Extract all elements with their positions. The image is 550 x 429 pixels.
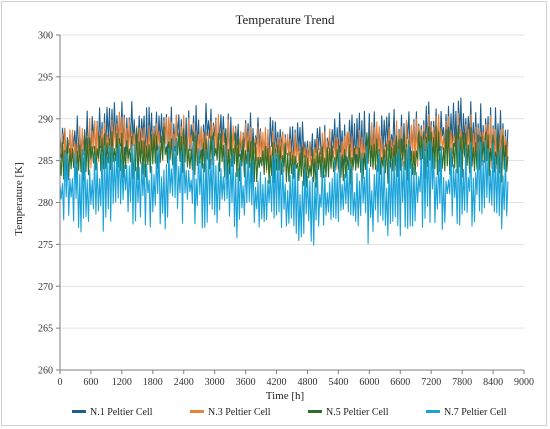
x-tick-label: 4800 xyxy=(297,377,317,388)
y-tick-label: 275 xyxy=(38,240,53,251)
x-tick-label: 4200 xyxy=(267,377,287,388)
y-axis-label: Temperature [K] xyxy=(13,162,25,235)
x-tick-label: 7800 xyxy=(452,377,472,388)
x-tick-label: 1800 xyxy=(143,377,163,388)
x-axis-label: Time [h] xyxy=(266,390,304,402)
x-tick-label: 600 xyxy=(83,377,98,388)
y-tick-label: 295 xyxy=(38,72,53,83)
y-tick-label: 285 xyxy=(38,156,53,167)
y-tick-label: 280 xyxy=(38,198,53,209)
y-tick-label: 265 xyxy=(38,324,53,335)
chart-title: Temperature Trend xyxy=(235,12,335,27)
y-tick-label: 270 xyxy=(38,282,53,293)
y-tick-label: 300 xyxy=(38,31,53,42)
series-layer xyxy=(59,97,509,246)
legend-label-3: N.5 Peltier Cell xyxy=(326,407,389,418)
x-tick-label: 3600 xyxy=(236,377,256,388)
x-tick-label: 2400 xyxy=(174,377,194,388)
x-tick-label: 0 xyxy=(58,377,63,388)
x-tick-label: 6600 xyxy=(390,377,410,388)
series-line-4 xyxy=(59,138,509,246)
legend: N.1 Peltier Cell N.3 Peltier Cell N.5 Pelt… xyxy=(72,407,507,418)
x-tick-label: 6000 xyxy=(359,377,379,388)
x-tick-label: 5400 xyxy=(328,377,348,388)
legend-label-1: N.1 Peltier Cell xyxy=(90,407,153,418)
x-tick-label: 3000 xyxy=(205,377,225,388)
series-line-2 xyxy=(59,112,509,176)
y-tick-label: 290 xyxy=(38,114,53,125)
x-tick-label: 8400 xyxy=(483,377,503,388)
x-tick-label: 9000 xyxy=(514,377,534,388)
legend-label-2: N.3 Peltier Cell xyxy=(208,407,271,418)
x-tick-label: 7200 xyxy=(421,377,441,388)
x-tick-label: 1200 xyxy=(112,377,132,388)
tick-labels: 0 600 1200 1800 2400 3000 3600 4200 4800 5400 6000… xyxy=(38,31,534,389)
y-tick-label: 260 xyxy=(38,366,53,377)
legend-label-4: N.7 Peltier Cell xyxy=(444,407,507,418)
